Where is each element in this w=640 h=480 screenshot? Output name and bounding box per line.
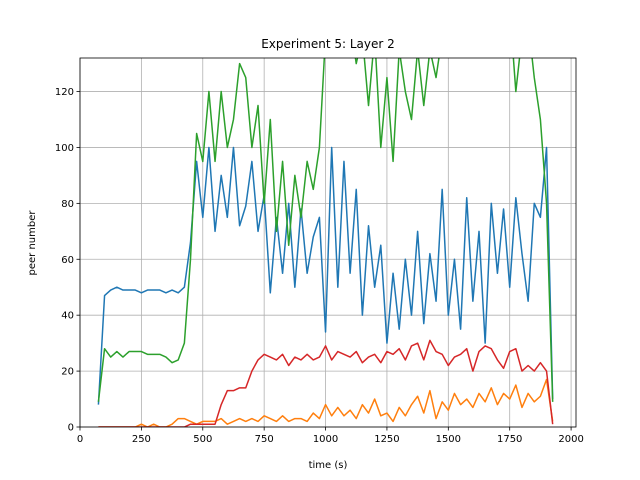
chart-title: Experiment 5: Layer 2: [261, 37, 395, 51]
x-tick-label: 1250: [374, 434, 399, 445]
y-tick-label: 20: [61, 367, 74, 378]
y-axis-label: peer number: [27, 210, 38, 276]
x-tick-label: 250: [132, 434, 151, 445]
series-line: [98, 339, 554, 427]
y-tick-label: 40: [61, 311, 74, 322]
x-tick-label: 750: [255, 434, 274, 445]
y-tick-label: 100: [55, 143, 74, 154]
y-tick-label: 60: [61, 255, 74, 266]
x-tick-label: 1500: [436, 434, 461, 445]
x-tick-label: 1750: [497, 434, 522, 445]
plot-frame: [79, 57, 577, 428]
y-tick-label: 120: [55, 87, 74, 98]
x-tick-label: 1000: [313, 434, 338, 445]
x-tick-label: 0: [77, 434, 83, 445]
x-tick-label: 500: [193, 434, 212, 445]
series-line: [98, 378, 554, 427]
series-line: [97, 146, 554, 405]
x-axis-label: time (s): [309, 460, 348, 471]
plot-lines: [97, 58, 554, 427]
ticks: 0 250 500 750 1000 1250 1500 1750 2000 0 20 40 60 80 1…: [55, 87, 584, 445]
y-tick-label: 80: [61, 199, 74, 210]
series-line: [97, 58, 554, 402]
y-tick-label: 0: [68, 423, 74, 434]
x-tick-label: 2000: [558, 434, 583, 445]
